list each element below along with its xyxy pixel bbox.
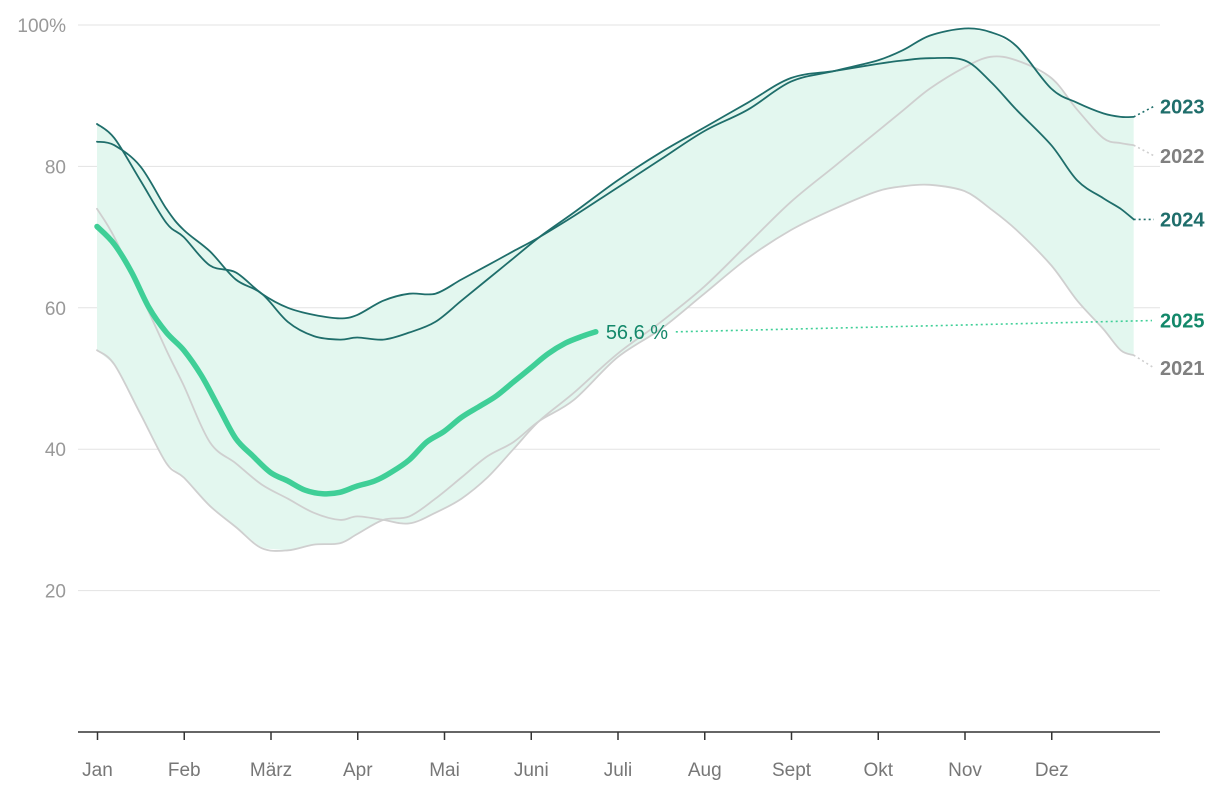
series-end-labels: 2021 2022 2023 2024 56,6 % 2025	[606, 96, 1206, 380]
series-label-2022: 2022	[1160, 146, 1205, 168]
x-tick-label: Jan	[82, 760, 113, 781]
series-label-2025: 2025	[1160, 311, 1205, 333]
x-tick-label: Okt	[863, 760, 893, 781]
series-lines	[94, 27, 1135, 552]
range-band	[97, 28, 1134, 551]
series-label-2021: 2021	[1160, 358, 1205, 380]
x-axis: Jan Feb März Apr Mai Juni Juli Aug Sept Okt Nov Dez	[78, 731, 1160, 781]
series-line-2024	[96, 56, 1135, 341]
x-tick-label: Aug	[688, 760, 722, 781]
leader-line-2021	[1133, 354, 1155, 369]
x-tick-label: Juni	[514, 760, 549, 781]
min-max-band	[97, 28, 1134, 551]
y-tick-label: 60	[45, 299, 66, 320]
y-tick-label: 80	[45, 157, 66, 178]
x-tick-label: Feb	[168, 760, 201, 781]
series-label-2024: 2024	[1160, 209, 1205, 231]
x-tick-label: Dez	[1035, 760, 1069, 781]
y-tick-label: 20	[45, 582, 66, 603]
y-tick-label: 40	[45, 440, 66, 461]
leader-line-2022	[1133, 144, 1155, 157]
leader-line-2023	[1133, 105, 1155, 118]
x-tick-label: Mai	[429, 760, 460, 781]
series-label-2023: 2023	[1160, 96, 1205, 118]
series-line-2025	[94, 223, 599, 497]
x-tick-label: Juli	[604, 760, 633, 781]
current-value-annotation: 56,6 %	[606, 322, 668, 344]
series-line-2022	[96, 55, 1135, 525]
y-tick-label: 100%	[17, 16, 66, 37]
x-tick-label: Sept	[772, 760, 812, 781]
x-tick-label: Apr	[343, 760, 373, 781]
x-tick-label: März	[250, 760, 292, 781]
x-tick-label: Nov	[948, 760, 982, 781]
leader-line-2025	[675, 319, 1153, 333]
